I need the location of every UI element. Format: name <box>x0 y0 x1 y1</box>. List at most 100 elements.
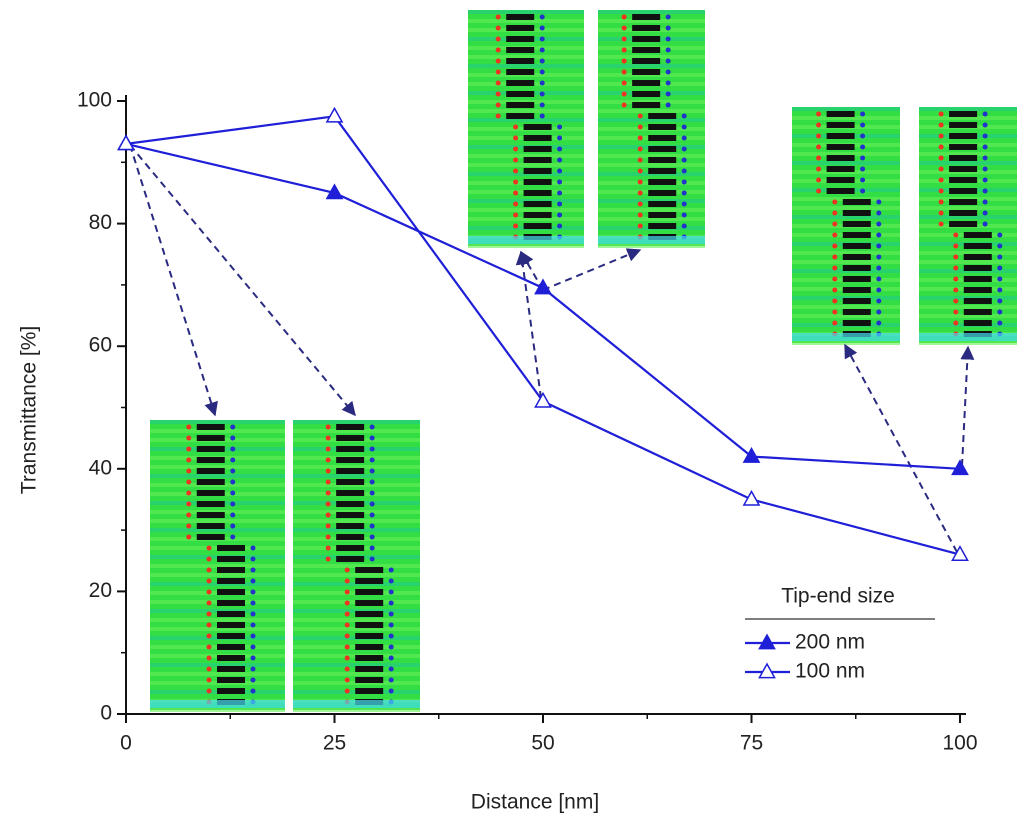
inset-dot <box>388 644 394 650</box>
inset-dot <box>938 111 944 117</box>
inset-dot <box>344 666 350 672</box>
y-tick-label: 20 <box>89 579 112 602</box>
inset-dot <box>832 221 838 227</box>
inset-stripe <box>355 611 384 617</box>
inset-dot <box>344 633 350 639</box>
inset-dot <box>876 254 882 260</box>
inset-stripe <box>355 688 384 694</box>
inset-dot <box>557 135 563 141</box>
inset-stripe <box>196 523 225 529</box>
inset-stripe <box>217 556 245 562</box>
inset-stripe <box>826 177 855 183</box>
inset-dot <box>186 523 192 529</box>
point-marker <box>534 391 552 408</box>
inset-stripe <box>355 677 384 683</box>
inset-band <box>792 107 900 111</box>
y-tick-label: 80 <box>89 211 112 234</box>
inset-dot <box>621 80 627 86</box>
inset-dot <box>344 655 350 661</box>
inset-dot <box>388 578 394 584</box>
inset-cyan <box>792 333 900 341</box>
inset-dot <box>495 113 501 119</box>
inset-stripe <box>355 655 384 661</box>
inset-band <box>150 618 285 622</box>
inset-stripe <box>217 622 245 628</box>
inset-dot <box>388 600 394 606</box>
inset-band <box>468 154 584 158</box>
inset-dot <box>621 102 627 108</box>
inset-band <box>792 341 900 345</box>
inset-stripe <box>506 113 535 119</box>
inset-dot <box>344 600 350 606</box>
inset-dot <box>665 91 671 97</box>
inset-stripe <box>842 243 871 249</box>
inset-stripe <box>949 144 978 150</box>
inset-band <box>150 420 285 424</box>
inset-dot <box>997 287 1003 293</box>
inset-dot <box>539 69 545 75</box>
inset-dot <box>230 490 236 496</box>
inset-dot <box>997 243 1003 249</box>
inset-dot <box>369 534 375 540</box>
inset-dot <box>938 199 944 205</box>
inset-dot <box>250 578 256 584</box>
inset-stripe <box>355 600 384 606</box>
inset-stripe <box>949 122 978 128</box>
inset-stripe <box>963 254 992 260</box>
x-tick-label: 100 <box>942 732 977 755</box>
inset-band <box>792 251 900 255</box>
inset-dot <box>938 133 944 139</box>
inset-dot <box>816 177 822 183</box>
inset-dot <box>621 91 627 97</box>
inset-stripe <box>632 69 661 75</box>
inset-dot <box>876 210 882 216</box>
inset-dot <box>344 578 350 584</box>
y-axis-label: Transmittance [%] <box>18 326 41 494</box>
y-tick-label: 0 <box>100 702 112 725</box>
legend-marker <box>758 662 776 679</box>
inset-dot <box>637 223 643 229</box>
inset-dot <box>186 435 192 441</box>
inset-band <box>919 107 1017 111</box>
inset-dot <box>230 512 236 518</box>
inset-stripe <box>336 545 365 551</box>
inset-dot <box>953 276 959 282</box>
inset-dot <box>230 479 236 485</box>
inset-band <box>150 663 285 667</box>
inset-stripe <box>963 309 992 315</box>
inset-stripe <box>842 298 871 304</box>
inset-stripe <box>506 69 535 75</box>
inset-stripe <box>217 644 245 650</box>
inset-stripe <box>826 144 855 150</box>
inset-dot <box>665 80 671 86</box>
inset-stripe <box>842 309 871 315</box>
inset-dot <box>250 666 256 672</box>
inset-dot <box>206 600 212 606</box>
inset-dot <box>953 320 959 326</box>
inset-band <box>598 64 705 68</box>
inset-stripe <box>336 501 365 507</box>
inset-dot <box>513 179 519 185</box>
inset-stripe <box>949 199 978 205</box>
inset-dot <box>495 80 501 86</box>
inset-dot <box>513 168 519 174</box>
inset-dot <box>557 168 563 174</box>
inset-band <box>919 161 1017 165</box>
inset-dot <box>344 567 350 573</box>
inset-band <box>468 217 584 221</box>
y-tick-label: 60 <box>89 334 112 357</box>
inset-dot <box>860 188 866 194</box>
inset-stripe <box>196 468 225 474</box>
inset-cyan <box>598 236 705 244</box>
inset-dot <box>325 512 331 518</box>
inset-band <box>293 663 420 667</box>
inset-dot <box>325 446 331 452</box>
inset-dot <box>250 589 256 595</box>
inset-dot <box>832 232 838 238</box>
inset-dot <box>495 14 501 20</box>
inset-stripe <box>648 212 677 218</box>
inset-band <box>150 528 285 532</box>
inset-dot <box>557 179 563 185</box>
inset-band <box>598 163 705 167</box>
legend-title: Tip-end size <box>781 585 895 608</box>
